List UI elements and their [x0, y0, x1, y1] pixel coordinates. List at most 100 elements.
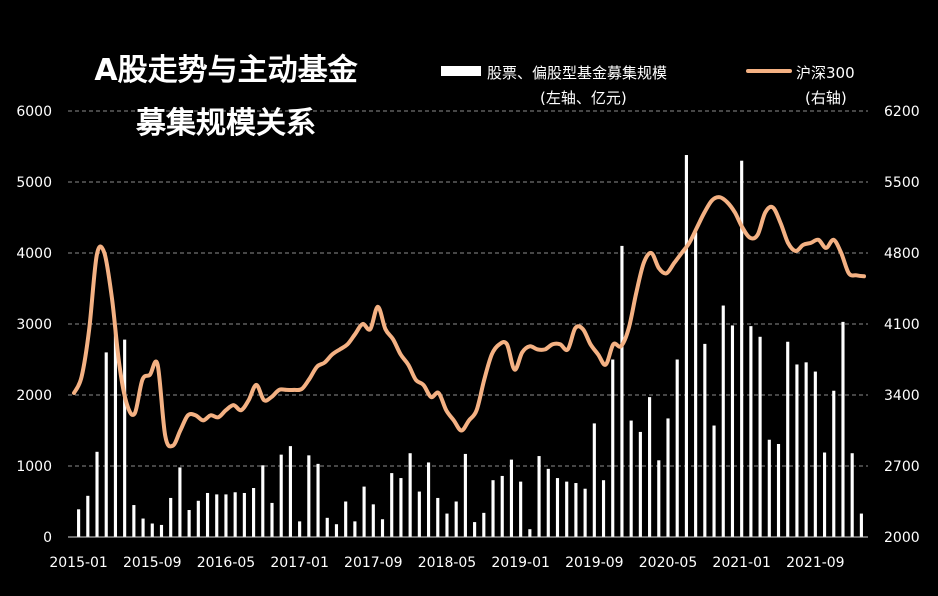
- bar: [776, 443, 781, 537]
- bar: [648, 397, 652, 537]
- bar: [159, 524, 164, 537]
- bar: [611, 359, 615, 537]
- bar: [178, 467, 182, 537]
- right-tick-label: 6200: [884, 104, 920, 120]
- bar: [592, 423, 596, 537]
- bar: [703, 343, 707, 537]
- line-series: [72, 195, 866, 449]
- bar: [574, 483, 578, 537]
- bar: [841, 321, 845, 537]
- bar: [316, 463, 320, 537]
- x-tick-label: 2021-09: [786, 555, 845, 571]
- bar: [205, 492, 210, 537]
- bar: [620, 245, 624, 537]
- bar: [786, 341, 790, 537]
- bar: [344, 501, 348, 537]
- bar: [233, 492, 237, 537]
- bar: [95, 451, 99, 537]
- bar: [509, 459, 514, 537]
- bar: [141, 518, 145, 537]
- bar: [537, 456, 541, 537]
- bar: [325, 517, 329, 537]
- chart-title-line-2: 募集规模关系: [135, 106, 316, 141]
- bar: [555, 478, 560, 537]
- bar: [850, 453, 854, 537]
- bar: [859, 513, 863, 537]
- bar: [334, 524, 339, 537]
- x-tick-label: 2020-05: [639, 555, 698, 571]
- gridlines: [68, 110, 868, 467]
- bar: [832, 390, 836, 537]
- legend: 股票、偏股型基金募集规模 (左轴、亿元) 沪深300 (右轴): [441, 64, 855, 107]
- right-tick-label: 3400: [884, 388, 920, 404]
- bar: [675, 359, 679, 537]
- right-tick-label: 4800: [884, 246, 920, 262]
- bar: [150, 523, 154, 537]
- bar: [123, 339, 127, 537]
- bar: [196, 500, 200, 537]
- bar: [694, 232, 698, 537]
- bar: [482, 512, 486, 537]
- bar-series: [77, 155, 863, 537]
- right-tick-label: 4100: [884, 317, 920, 333]
- legend-line-label-line-1: 沪深300: [796, 64, 855, 82]
- left-tick-label: 6000: [16, 104, 52, 120]
- bar: [215, 494, 219, 537]
- bar: [298, 521, 302, 537]
- bar: [371, 504, 375, 537]
- bar: [721, 305, 725, 537]
- bar: [491, 480, 495, 537]
- bar: [187, 510, 191, 537]
- bar: [500, 475, 504, 537]
- right-tick-label: 5500: [884, 175, 920, 191]
- bar: [758, 336, 762, 537]
- bar: [261, 465, 265, 537]
- bar: [252, 488, 256, 537]
- bar: [399, 478, 403, 537]
- bar: [132, 505, 136, 537]
- bar: [104, 352, 108, 537]
- bar: [565, 481, 569, 537]
- bar: [454, 501, 458, 537]
- bar: [224, 494, 228, 537]
- x-tick-label: 2017-01: [270, 555, 329, 571]
- bar: [436, 497, 440, 537]
- bar: [169, 497, 173, 537]
- bar: [279, 454, 283, 537]
- bar: [795, 364, 799, 537]
- x-axis-ticks: 2015-01 2015-09 2016-05 2017-01 2017-09 2018-…: [49, 555, 844, 571]
- left-tick-label: 1000: [16, 459, 52, 475]
- bar: [749, 326, 753, 537]
- legend-bar-label-line-2: (左轴、亿元): [540, 89, 627, 107]
- legend-bar-label-line-1: 股票、偏股型基金募集规模: [487, 64, 667, 82]
- legend-bar-swatch: [441, 66, 481, 76]
- bar: [417, 491, 421, 537]
- hs300-line: [72, 195, 866, 449]
- bar: [408, 453, 412, 537]
- bar: [712, 425, 716, 537]
- x-tick-label: 2018-05: [418, 555, 477, 571]
- bar: [740, 160, 744, 537]
- bar: [583, 488, 587, 537]
- bar: [601, 480, 606, 537]
- bar: [380, 519, 385, 537]
- left-tick-label: 4000: [16, 246, 52, 262]
- bar: [528, 529, 532, 537]
- x-tick-label: 2021-01: [712, 555, 771, 571]
- left-tick-label: 5000: [16, 175, 52, 191]
- bar: [629, 420, 633, 537]
- bar: [546, 468, 550, 537]
- bar: [390, 473, 394, 537]
- x-tick-label: 2019-01: [491, 555, 550, 571]
- left-tick-label: 3000: [16, 317, 52, 333]
- bar: [426, 462, 431, 537]
- bar: [666, 418, 670, 537]
- right-axis-ticks: 2000 2700 3400 4100 4800 5500 6200: [884, 104, 920, 546]
- bar: [684, 155, 688, 537]
- bar: [519, 481, 523, 537]
- bar: [270, 502, 274, 537]
- bar: [730, 325, 735, 537]
- bar: [362, 486, 366, 537]
